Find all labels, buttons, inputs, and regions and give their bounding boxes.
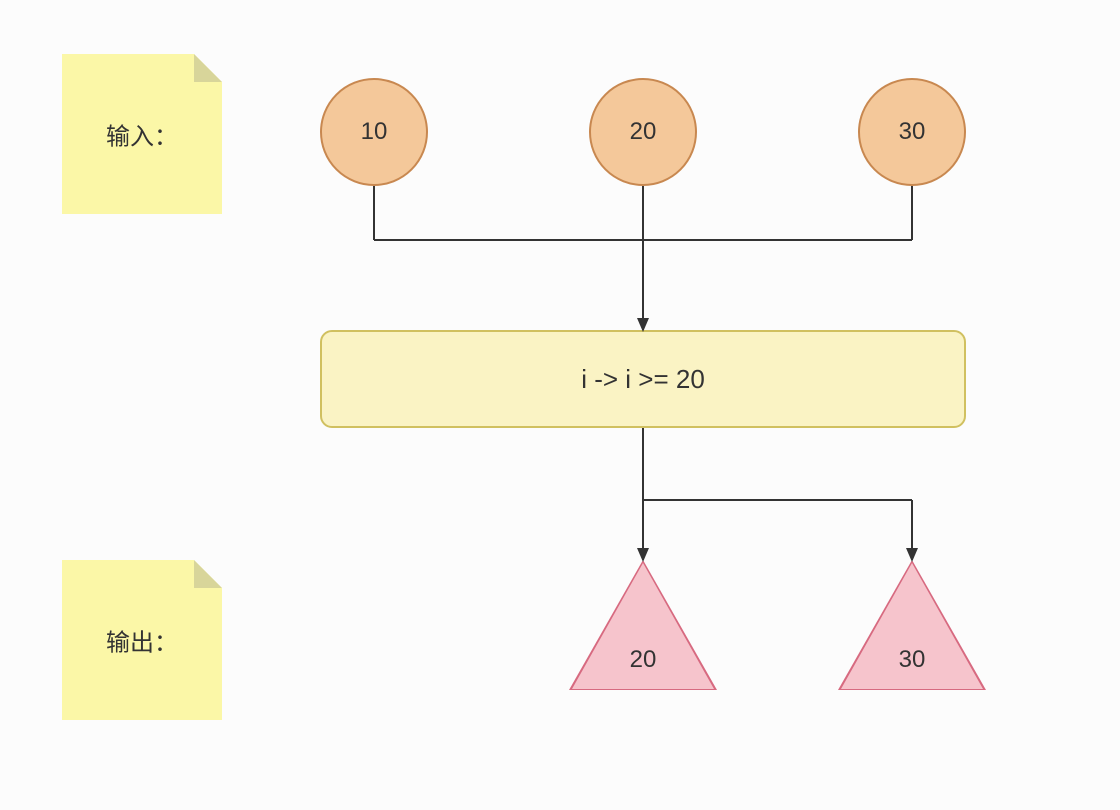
input-circle-value: 30 <box>899 118 926 146</box>
input-circle-30: 30 <box>858 78 966 186</box>
note-fold-icon <box>194 560 222 588</box>
output-triangle-30: 30 <box>838 560 986 690</box>
input-circle-value: 10 <box>361 118 388 146</box>
note-input: 输入： <box>62 54 222 214</box>
filter-expression: i -> i >= 20 <box>581 364 705 395</box>
input-circle-value: 20 <box>630 118 657 146</box>
output-triangle-20: 20 <box>569 560 717 690</box>
output-triangle-value: 30 <box>899 646 926 674</box>
note-output-label: 输出： <box>106 623 178 658</box>
output-triangle-value: 20 <box>630 646 657 674</box>
input-circle-10: 10 <box>320 78 428 186</box>
filter-box: i -> i >= 20 <box>320 330 966 428</box>
input-circle-20: 20 <box>589 78 697 186</box>
note-output: 输出： <box>62 560 222 720</box>
note-input-label: 输入： <box>106 117 178 152</box>
note-fold-icon <box>194 54 222 82</box>
